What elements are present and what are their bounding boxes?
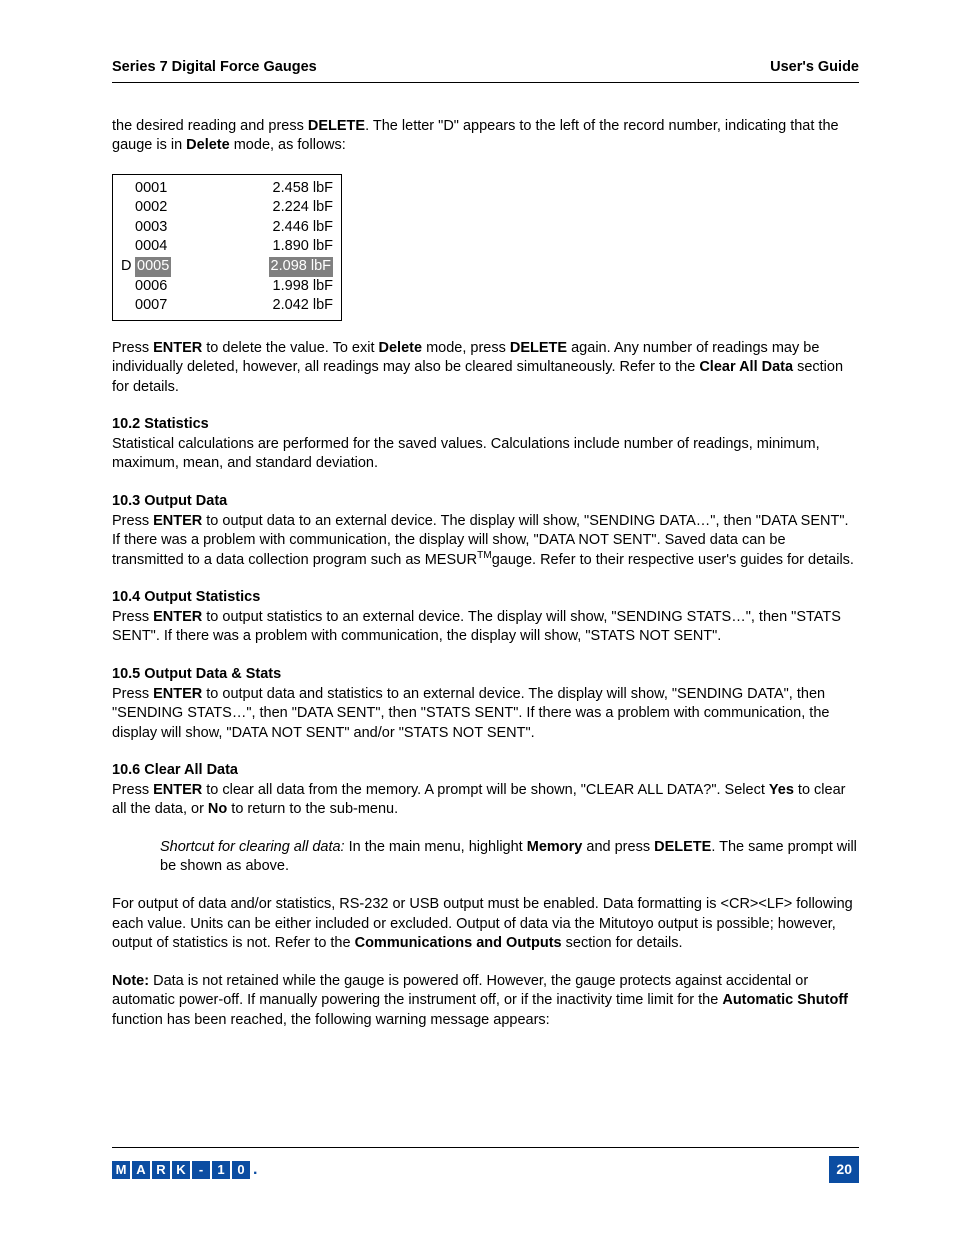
- row-prefix: [121, 218, 135, 238]
- row-prefix: [121, 237, 135, 257]
- note-paragraph: Note: Data is not retained while the gau…: [112, 972, 859, 1031]
- row-value: 1.890 lbF: [273, 237, 333, 257]
- shortcut-paragraph: Shortcut for clearing all data: In the m…: [160, 838, 859, 877]
- page-footer: MARK-10. 20: [112, 1147, 859, 1183]
- section-10-3-head: 10.3 Output Data: [112, 492, 859, 512]
- readings-table: 00012.458 lbF00022.224 lbF00032.446 lbF0…: [112, 174, 342, 321]
- row-value: 2.446 lbF: [273, 218, 333, 238]
- mark-10-logo: MARK-10.: [112, 1159, 257, 1181]
- row-number: 0004: [135, 237, 167, 257]
- logo-cell: 1: [212, 1161, 230, 1179]
- row-number: 0003: [135, 218, 167, 238]
- table-row: 0001 2.458 lbF: [121, 179, 333, 199]
- row-number: 0001: [135, 179, 167, 199]
- section-10-2-head: 10.2 Statistics: [112, 415, 859, 435]
- section-10-5-body: Press ENTER to output data and statistic…: [112, 685, 859, 744]
- page-header: Series 7 Digital Force Gauges User's Gui…: [112, 58, 859, 83]
- logo-cell: -: [192, 1161, 210, 1179]
- row-number: 0005: [135, 257, 171, 277]
- section-10-6-head: 10.6 Clear All Data: [112, 761, 859, 781]
- table-row: 0002 2.224 lbF: [121, 198, 333, 218]
- section-10-4-head: 10.4 Output Statistics: [112, 588, 859, 608]
- page-number: 20: [829, 1156, 859, 1183]
- row-number: 0002: [135, 198, 167, 218]
- logo-cell: K: [172, 1161, 190, 1179]
- section-10-5-head: 10.5 Output Data & Stats: [112, 665, 859, 685]
- table-row: D0005 2.098 lbF: [121, 257, 333, 277]
- section-10-3-body: Press ENTER to output data to an externa…: [112, 512, 859, 571]
- row-value: 2.458 lbF: [273, 179, 333, 199]
- logo-cell: A: [132, 1161, 150, 1179]
- row-value: 2.224 lbF: [273, 198, 333, 218]
- row-value: 1.998 lbF: [273, 277, 333, 297]
- logo-cell: M: [112, 1161, 130, 1179]
- table-row: 0007 2.042 lbF: [121, 296, 333, 316]
- table-row: 0004 1.890 lbF: [121, 237, 333, 257]
- row-prefix: D: [121, 257, 135, 277]
- row-value: 2.098 lbF: [269, 257, 333, 277]
- after-table-paragraph: Press ENTER to delete the value. To exit…: [112, 339, 859, 398]
- logo-cell: 0: [232, 1161, 250, 1179]
- section-10-6-body: Press ENTER to clear all data from the m…: [112, 781, 859, 820]
- output-paragraph: For output of data and/or statistics, RS…: [112, 895, 859, 954]
- logo-dot: .: [253, 1159, 257, 1181]
- header-left: Series 7 Digital Force Gauges: [112, 58, 317, 78]
- table-row: 0006 1.998 lbF: [121, 277, 333, 297]
- section-10-4-body: Press ENTER to output statistics to an e…: [112, 608, 859, 647]
- row-number: 0006: [135, 277, 167, 297]
- row-number: 0007: [135, 296, 167, 316]
- row-value: 2.042 lbF: [273, 296, 333, 316]
- header-right: User's Guide: [770, 58, 859, 78]
- row-prefix: [121, 296, 135, 316]
- row-prefix: [121, 198, 135, 218]
- section-10-2-body: Statistical calculations are performed f…: [112, 435, 859, 474]
- row-prefix: [121, 277, 135, 297]
- table-row: 0003 2.446 lbF: [121, 218, 333, 238]
- logo-cell: R: [152, 1161, 170, 1179]
- row-prefix: [121, 179, 135, 199]
- intro-paragraph: the desired reading and press DELETE. Th…: [112, 117, 859, 156]
